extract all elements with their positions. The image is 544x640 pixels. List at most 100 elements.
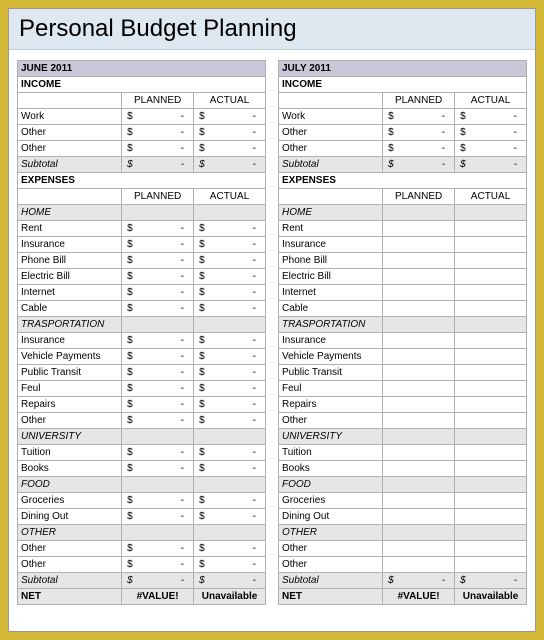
amount-cell[interactable]: $- [194, 573, 266, 589]
amount-cell[interactable]: $- [122, 221, 194, 237]
amount-cell[interactable] [455, 285, 527, 301]
amount-cell[interactable] [455, 237, 527, 253]
amount-cell[interactable] [455, 397, 527, 413]
amount-cell[interactable] [383, 445, 455, 461]
amount-cell[interactable] [383, 237, 455, 253]
amount-cell[interactable]: $- [122, 493, 194, 509]
amount-cell[interactable]: $- [194, 413, 266, 429]
expense-row: Rent [279, 221, 527, 237]
category-row: OTHER [279, 525, 527, 541]
amount-cell[interactable]: $- [194, 221, 266, 237]
amount-cell[interactable] [455, 269, 527, 285]
amount-cell[interactable]: $- [383, 157, 455, 173]
amount-cell[interactable]: $- [122, 269, 194, 285]
expense-row: Insurance [279, 237, 527, 253]
amount-cell[interactable]: $- [122, 349, 194, 365]
amount-cell[interactable]: $- [194, 509, 266, 525]
amount-cell[interactable]: $- [122, 253, 194, 269]
amount-cell[interactable]: $- [383, 109, 455, 125]
amount-cell[interactable] [383, 509, 455, 525]
amount-cell[interactable]: $- [455, 573, 527, 589]
amount-cell[interactable] [383, 541, 455, 557]
amount-cell[interactable] [383, 413, 455, 429]
amount-cell[interactable]: $- [122, 109, 194, 125]
amount-cell[interactable] [455, 349, 527, 365]
amount-cell[interactable] [383, 221, 455, 237]
amount-cell[interactable] [383, 285, 455, 301]
amount-cell[interactable]: $- [122, 509, 194, 525]
amount-cell[interactable]: $- [194, 269, 266, 285]
amount-cell[interactable] [455, 221, 527, 237]
amount-cell[interactable] [383, 333, 455, 349]
amount-cell[interactable]: $- [194, 349, 266, 365]
amount-cell[interactable] [383, 253, 455, 269]
amount-cell[interactable]: $- [194, 445, 266, 461]
amount-cell[interactable]: $- [194, 365, 266, 381]
amount-cell[interactable]: $- [122, 285, 194, 301]
amount-cell[interactable] [455, 333, 527, 349]
amount-cell[interactable] [455, 365, 527, 381]
amount-cell[interactable]: $- [455, 125, 527, 141]
amount-cell[interactable]: $- [122, 557, 194, 573]
amount-cell[interactable]: $- [194, 125, 266, 141]
amount-cell[interactable] [383, 301, 455, 317]
amount-cell[interactable]: $- [383, 141, 455, 157]
amount-cell[interactable]: $- [383, 573, 455, 589]
amount-cell[interactable]: $- [455, 109, 527, 125]
amount-cell[interactable]: $- [122, 365, 194, 381]
amount-cell[interactable] [455, 253, 527, 269]
amount-cell[interactable] [455, 509, 527, 525]
amount-cell[interactable]: $- [122, 237, 194, 253]
amount-cell[interactable] [383, 461, 455, 477]
amount-cell[interactable]: $- [194, 253, 266, 269]
amount-cell[interactable]: $- [122, 141, 194, 157]
row-label: Other [18, 141, 122, 157]
amount-cell[interactable] [455, 541, 527, 557]
amount-cell[interactable]: $- [194, 541, 266, 557]
amount-cell[interactable]: $- [122, 333, 194, 349]
amount-cell[interactable] [383, 349, 455, 365]
amount-cell[interactable]: $- [194, 109, 266, 125]
amount-cell[interactable] [383, 557, 455, 573]
amount-cell[interactable]: $- [194, 381, 266, 397]
amount-cell[interactable]: $- [194, 493, 266, 509]
amount-cell[interactable]: $- [455, 141, 527, 157]
amount-cell[interactable]: $- [122, 397, 194, 413]
amount-cell[interactable]: $- [194, 397, 266, 413]
row-label: Internet [18, 285, 122, 301]
amount-cell[interactable]: $- [194, 285, 266, 301]
amount-cell[interactable]: $- [194, 157, 266, 173]
amount-cell[interactable] [455, 461, 527, 477]
amount-cell[interactable]: $- [455, 157, 527, 173]
amount-cell[interactable] [383, 493, 455, 509]
amount-cell[interactable] [383, 397, 455, 413]
amount-cell[interactable]: $- [122, 381, 194, 397]
amount-cell[interactable]: $- [122, 413, 194, 429]
row-label: Insurance [279, 333, 383, 349]
amount-cell[interactable]: $- [194, 141, 266, 157]
row-label: Public Transit [279, 365, 383, 381]
amount-cell[interactable]: $- [122, 301, 194, 317]
amount-cell[interactable] [383, 381, 455, 397]
amount-cell[interactable]: $- [383, 125, 455, 141]
amount-cell[interactable]: $- [194, 461, 266, 477]
amount-cell[interactable] [455, 557, 527, 573]
amount-cell[interactable]: $- [194, 557, 266, 573]
amount-cell[interactable]: $- [122, 125, 194, 141]
amount-cell[interactable]: $- [122, 157, 194, 173]
amount-cell[interactable]: $- [122, 445, 194, 461]
amount-cell[interactable]: $- [194, 333, 266, 349]
amount-cell[interactable] [455, 301, 527, 317]
amount-cell[interactable]: $- [122, 541, 194, 557]
row-label: Groceries [279, 493, 383, 509]
amount-cell[interactable]: $- [122, 461, 194, 477]
amount-cell[interactable] [455, 493, 527, 509]
amount-cell[interactable]: $- [122, 573, 194, 589]
amount-cell[interactable] [383, 365, 455, 381]
amount-cell[interactable] [383, 269, 455, 285]
amount-cell[interactable] [455, 381, 527, 397]
amount-cell[interactable]: $- [194, 301, 266, 317]
amount-cell[interactable] [455, 445, 527, 461]
amount-cell[interactable] [455, 413, 527, 429]
amount-cell[interactable]: $- [194, 237, 266, 253]
